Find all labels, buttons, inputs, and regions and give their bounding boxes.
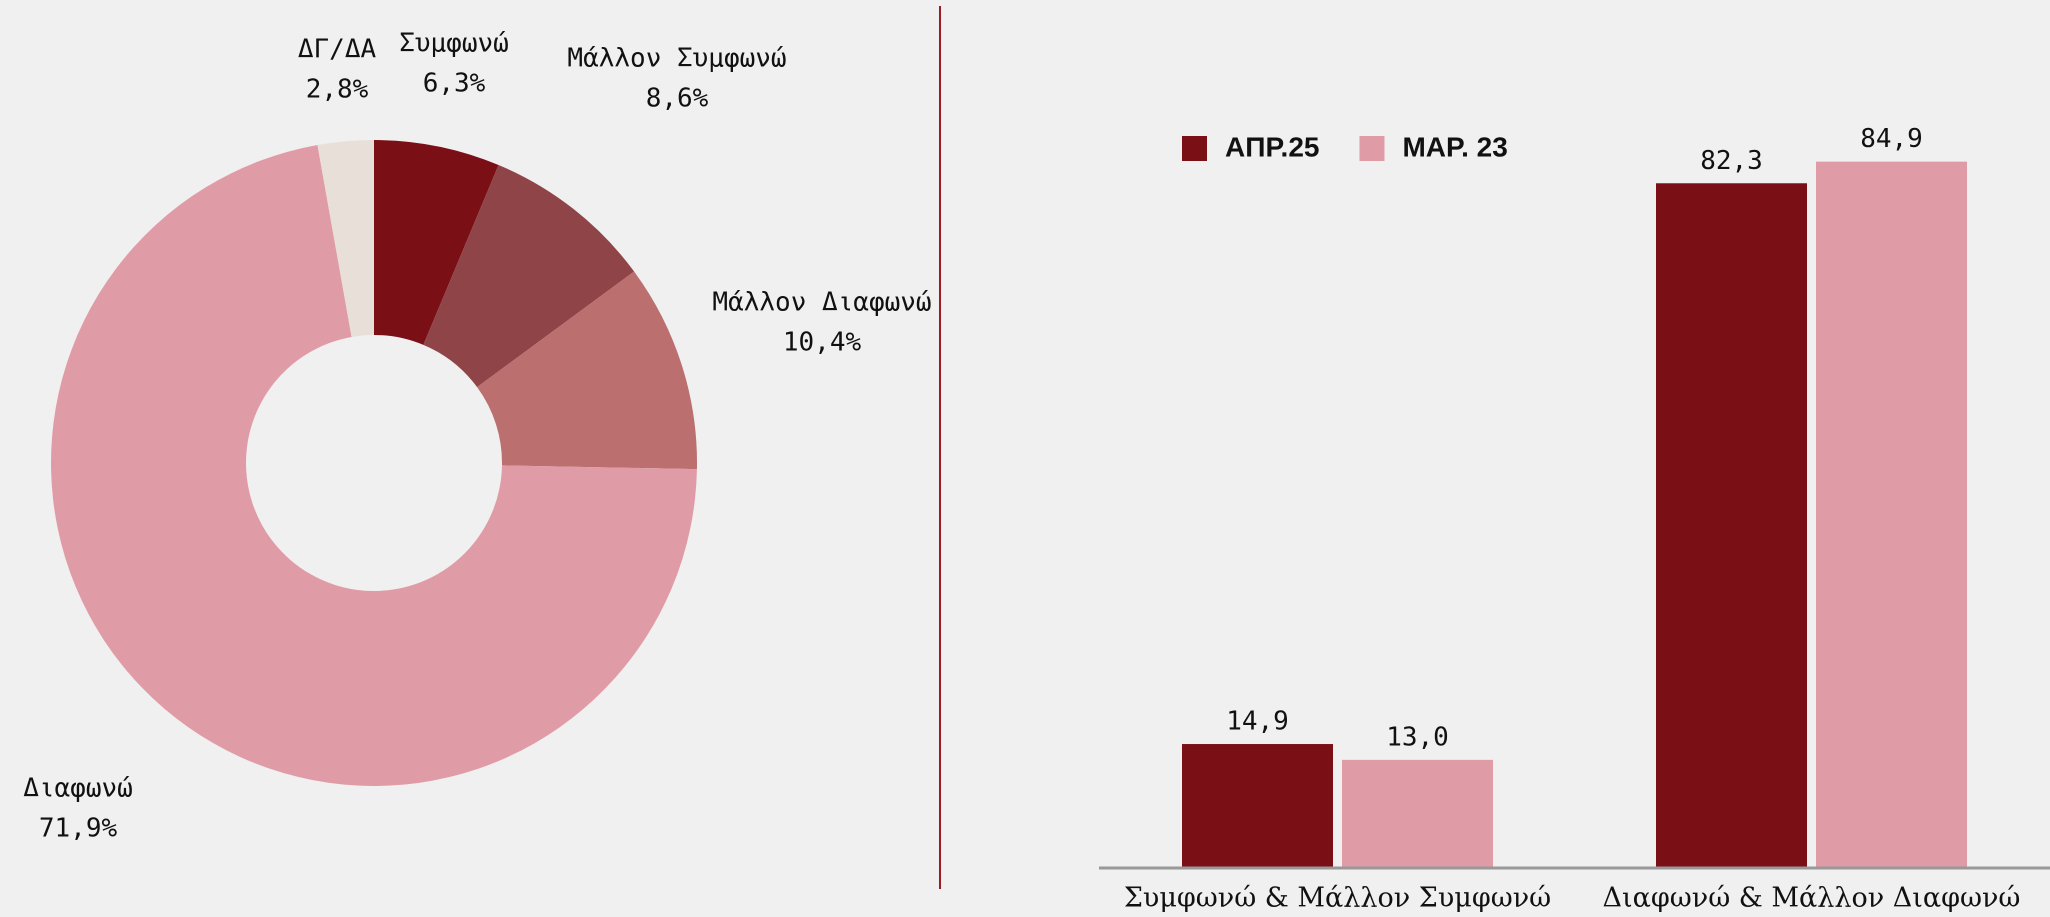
slice-label: Συμφωνώ <box>399 29 509 59</box>
donut-slice <box>51 144 697 786</box>
x-tick-label: Διαφωνώ & Μάλλον Διαφωνώ <box>1603 883 2021 914</box>
slice-value-label: 71,9% <box>39 814 118 844</box>
slice-label: ΔΓ/ΔΑ <box>298 35 377 65</box>
slice-value-label: 8,6% <box>646 84 709 114</box>
bar-value-label: 82,3 <box>1700 146 1763 176</box>
donut-slice <box>374 140 499 345</box>
legend-label: ΑΠΡ.25 <box>1225 131 1319 162</box>
slice-value-label: 10,4% <box>783 328 862 358</box>
slice-label: Διαφωνώ <box>23 774 133 804</box>
donut-slice <box>423 164 635 388</box>
slice-label: Μάλλον Συμφωνώ <box>567 44 786 74</box>
legend-swatch <box>1359 136 1385 161</box>
bar <box>1342 759 1493 868</box>
donut-slice <box>317 140 374 337</box>
bar <box>1656 183 1807 868</box>
bar-value-label: 14,9 <box>1226 707 1289 737</box>
bar <box>1816 161 1967 868</box>
slice-value-label: 2,8% <box>306 75 369 105</box>
legend-swatch <box>1182 136 1207 161</box>
bar <box>1182 744 1333 868</box>
x-tick-label: Συμφωνώ & Μάλλον Συμφωνώ <box>1124 883 1551 914</box>
legend-label: ΜΑΡ. 23 <box>1402 131 1507 162</box>
bar-value-label: 13,0 <box>1386 722 1449 752</box>
slice-label: Μάλλον Διαφωνώ <box>712 288 931 318</box>
slice-value-label: 6,3% <box>423 69 486 99</box>
donut-slice <box>477 271 697 470</box>
bar-value-label: 84,9 <box>1860 124 1923 154</box>
